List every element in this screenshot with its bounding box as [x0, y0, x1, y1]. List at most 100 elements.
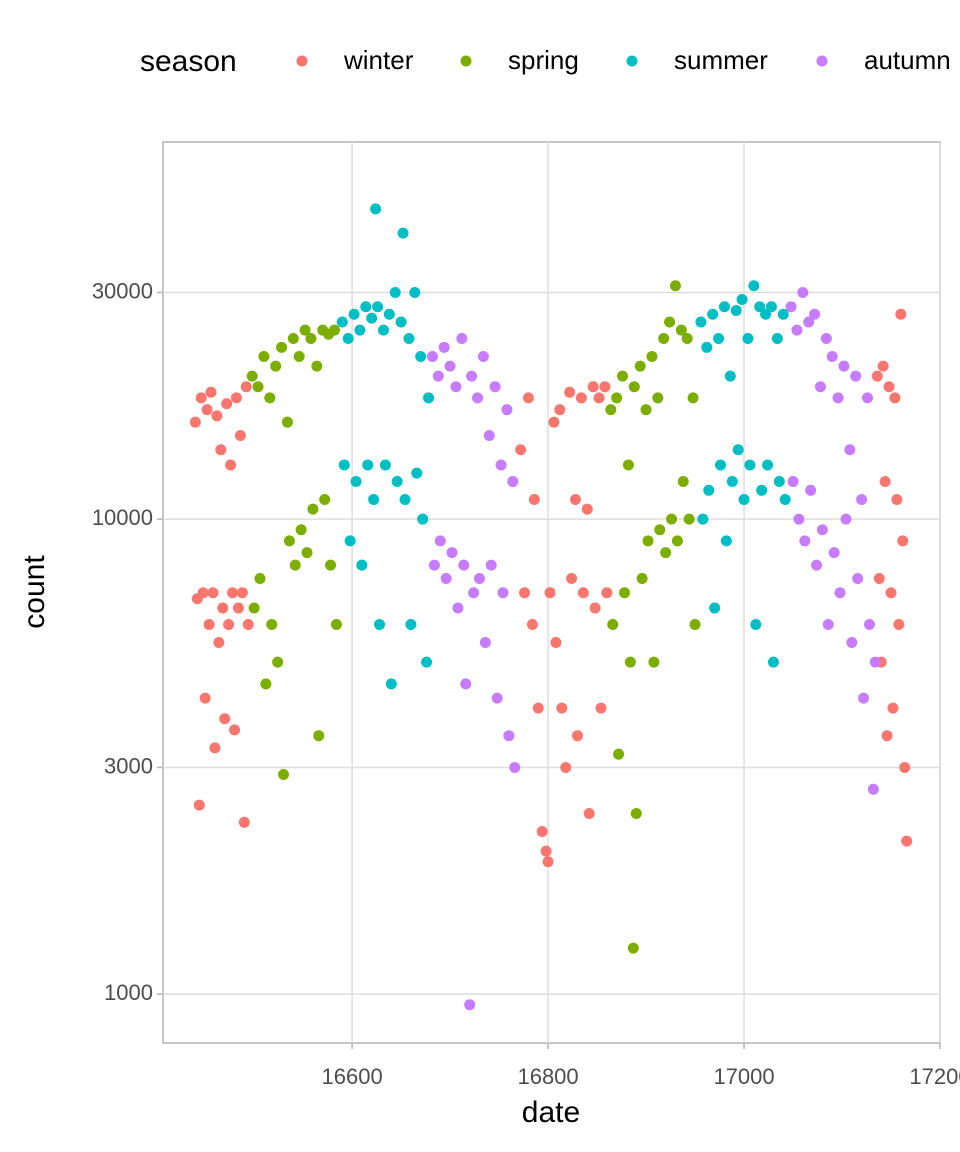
point: [287, 333, 299, 345]
point: [497, 587, 509, 599]
point: [627, 942, 639, 954]
point: [509, 761, 521, 773]
point: [771, 333, 783, 345]
point: [677, 476, 689, 488]
point: [236, 587, 248, 599]
point: [501, 404, 513, 416]
point: [403, 333, 415, 345]
point: [368, 493, 380, 505]
y-tick-label: 1000: [104, 980, 153, 1005]
point: [395, 316, 407, 328]
point: [328, 324, 340, 336]
point: [832, 392, 844, 404]
point: [366, 312, 378, 324]
point: [264, 392, 276, 404]
point: [313, 730, 325, 742]
point: [583, 808, 595, 820]
point: [503, 730, 515, 742]
point: [826, 350, 838, 362]
point: [491, 692, 503, 704]
point: [599, 381, 611, 393]
point: [221, 398, 233, 410]
y-axis-title: count: [18, 555, 51, 629]
point: [272, 656, 284, 668]
point: [379, 459, 391, 471]
point: [426, 350, 438, 362]
point: [201, 404, 213, 416]
point: [587, 381, 599, 393]
point: [814, 381, 826, 393]
point: [724, 370, 736, 382]
point: [867, 783, 879, 795]
point: [330, 619, 342, 631]
point: [468, 587, 480, 599]
point: [270, 360, 282, 372]
point: [289, 559, 301, 571]
point: [809, 308, 821, 320]
point: [628, 381, 640, 393]
point: [232, 602, 244, 614]
point: [765, 301, 777, 313]
point: [197, 587, 209, 599]
point: [307, 503, 319, 515]
legend-label: autumn: [864, 45, 951, 75]
point: [536, 825, 548, 837]
point: [899, 761, 911, 773]
point: [636, 572, 648, 584]
point: [726, 476, 738, 488]
point: [444, 360, 456, 372]
point: [642, 535, 654, 547]
point: [473, 572, 485, 584]
point: [805, 484, 817, 496]
point: [660, 547, 672, 559]
legend-marker: [296, 55, 308, 67]
point: [354, 324, 366, 336]
point: [391, 476, 403, 488]
point: [595, 702, 607, 714]
point: [344, 535, 356, 547]
point: [560, 761, 572, 773]
legend-label: summer: [674, 45, 768, 75]
point: [871, 370, 883, 382]
point: [762, 459, 774, 471]
point: [861, 392, 873, 404]
point: [901, 835, 913, 847]
point: [844, 444, 856, 456]
point: [738, 493, 750, 505]
point: [399, 493, 411, 505]
point: [460, 678, 472, 690]
point: [754, 301, 766, 313]
point: [360, 301, 372, 313]
point: [593, 392, 605, 404]
point: [887, 702, 899, 714]
point: [219, 713, 231, 725]
point: [477, 350, 489, 362]
point: [703, 484, 715, 496]
point: [750, 619, 762, 631]
point: [207, 587, 219, 599]
point: [229, 724, 241, 736]
point: [681, 333, 693, 345]
point: [618, 587, 630, 599]
point: [450, 381, 462, 393]
point: [495, 459, 507, 471]
point: [624, 656, 636, 668]
point: [230, 392, 242, 404]
y-tick-label: 30000: [92, 278, 153, 303]
legend-title: season: [140, 45, 237, 78]
point: [223, 619, 235, 631]
point: [718, 301, 730, 313]
point: [622, 459, 634, 471]
point: [532, 702, 544, 714]
point: [895, 308, 907, 320]
point: [456, 333, 468, 345]
point: [883, 381, 895, 393]
point: [217, 602, 229, 614]
point: [336, 316, 348, 328]
point: [891, 493, 903, 505]
point: [889, 392, 901, 404]
point: [528, 493, 540, 505]
point: [811, 559, 823, 571]
point: [822, 619, 834, 631]
point: [748, 280, 760, 292]
